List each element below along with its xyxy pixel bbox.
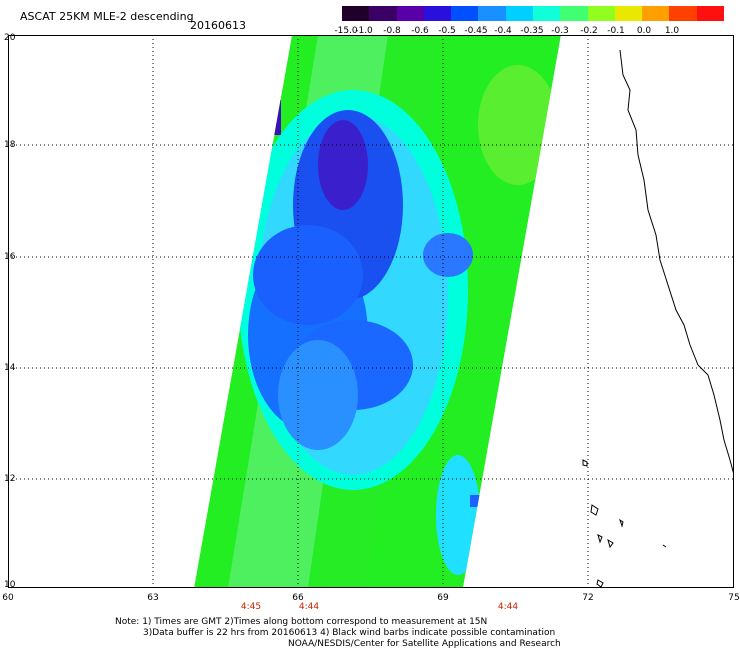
colorbar-swatch bbox=[560, 6, 588, 21]
colorbar-label: -0.1 bbox=[607, 26, 625, 36]
latitude-label: 14 bbox=[4, 363, 16, 373]
pass-time-label: 4:45 bbox=[240, 602, 262, 612]
colorbar-swatch bbox=[478, 6, 506, 21]
colorbar-swatch bbox=[369, 6, 397, 21]
latitude-label: 12 bbox=[4, 474, 16, 484]
colorbar-label: -0.2 bbox=[580, 26, 598, 36]
colorbar-label: -0.4 bbox=[494, 26, 512, 36]
colorbar-labels: -15.0 -1.0 -0.8 -0.6 -0.5 -0.45 -0.4 -0.35 -0.3 -… bbox=[330, 26, 732, 38]
pass-time-label: 4:44 bbox=[497, 602, 519, 612]
footer-note-line-1: Note: 1) Times are GMT 2)Times along bot… bbox=[115, 617, 488, 627]
colorbar-swatch bbox=[451, 6, 479, 21]
swath-data-field bbox=[194, 35, 561, 588]
longitude-label: 66 bbox=[292, 593, 304, 603]
colorbar-label: -0.35 bbox=[520, 26, 544, 36]
colorbar-label: -0.45 bbox=[464, 26, 488, 36]
product-title: ASCAT 25KM MLE-2 descending bbox=[20, 10, 194, 23]
longitude-label: 72 bbox=[582, 593, 594, 603]
pass-time-label: 4:44 bbox=[298, 602, 320, 612]
colorbar-label: -15.0 bbox=[334, 26, 358, 36]
latitude-label: 20 bbox=[4, 33, 16, 43]
longitude-label: 75 bbox=[728, 593, 740, 603]
colorbar-label: 1.0 bbox=[664, 26, 680, 36]
colorbar-swatch bbox=[669, 6, 697, 21]
colorbar-label: -0.5 bbox=[438, 26, 456, 36]
graticule bbox=[8, 35, 734, 588]
colorbar-swatch bbox=[642, 6, 670, 21]
colorbar-swatch bbox=[505, 6, 533, 21]
footer-note-line-2: 3)Data buffer is 22 hrs from 20160613 4)… bbox=[143, 628, 556, 638]
colorbar bbox=[342, 6, 724, 21]
latitude-label: 16 bbox=[4, 252, 16, 262]
colorbar-swatch bbox=[342, 6, 370, 21]
footer-credit: NOAA/NESDIS/Center for Satellite Applica… bbox=[288, 639, 561, 649]
swath-map bbox=[8, 35, 734, 588]
colorbar-swatch bbox=[696, 6, 724, 21]
map-frame bbox=[8, 35, 734, 588]
latitude-label: 10 bbox=[4, 580, 16, 590]
product-date: 20160613 bbox=[190, 19, 246, 32]
colorbar-label: 0.0 bbox=[636, 26, 652, 36]
colorbar-swatch bbox=[587, 6, 615, 21]
longitude-label: 60 bbox=[2, 593, 14, 603]
longitude-label: 69 bbox=[437, 593, 449, 603]
colorbar-swatch bbox=[532, 6, 561, 21]
colorbar-swatch bbox=[423, 6, 452, 21]
colorbar-swatch bbox=[396, 6, 424, 21]
longitude-label: 63 bbox=[147, 593, 159, 603]
colorbar-label: -0.6 bbox=[411, 26, 429, 36]
colorbar-label: -0.3 bbox=[551, 26, 569, 36]
colorbar-label: -1.0 bbox=[355, 26, 373, 36]
colorbar-label: -0.8 bbox=[383, 26, 401, 36]
latitude-label: 18 bbox=[4, 140, 16, 150]
colorbar-swatch bbox=[614, 6, 643, 21]
